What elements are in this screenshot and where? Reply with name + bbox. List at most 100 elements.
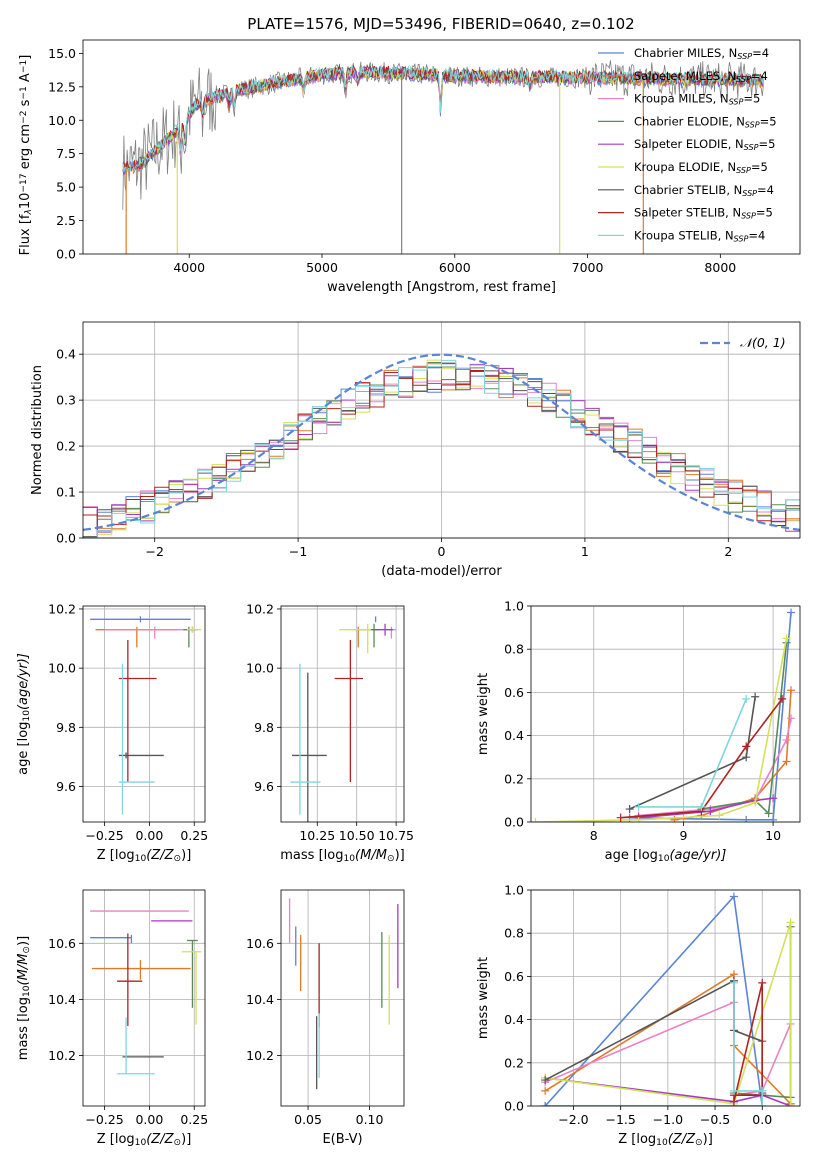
weight_z-ytick-label: 0.0 [504, 1099, 524, 1114]
xlabel-text: Z [log [618, 1132, 656, 1147]
weight-marker [751, 692, 760, 701]
weight_z-xtick-label: −1.5 [605, 1112, 635, 1127]
errorbar-point [292, 672, 327, 822]
residuals-ytick-label: 0.3 [56, 393, 76, 408]
mass_z-ytick-label: 10.4 [48, 992, 76, 1007]
residuals-frame [82, 321, 801, 539]
legend-entry: Salpeter ELODIE, NSSP=5 [634, 137, 775, 152]
age_z-ytick-label: 9.8 [56, 720, 76, 735]
weight-marker [782, 735, 791, 744]
legend-prefix: N [727, 69, 736, 83]
weight_age-ytick-label: 0.0 [504, 815, 524, 830]
weight-marker [786, 1102, 795, 1106]
weight_age-plot-area [531, 608, 796, 822]
weight-marker [782, 757, 791, 766]
legend-prefix: N [734, 183, 743, 197]
residual-legend: 𝒩(0, 1) [700, 335, 786, 350]
weight-series-line [620, 698, 783, 819]
weight_z-xtick-label: −0.5 [700, 1112, 730, 1127]
legend-nssp: =5 [760, 114, 777, 128]
legend-nssp: =5 [758, 137, 775, 151]
legend-model-name: Salpeter MILES, [634, 69, 727, 83]
errorbar-point [117, 1017, 155, 1075]
age_mass-frame [280, 605, 405, 823]
weight-marker [758, 978, 767, 987]
weight-marker [769, 794, 778, 803]
legend-prefix: N [727, 160, 736, 174]
weight-marker [758, 1086, 767, 1095]
ylabel-text: mass [log [16, 997, 31, 1060]
mass_ebv-ytick-label: 10.6 [246, 936, 274, 951]
figure-title: PLATE=1576, MJD=53496, FIBERID=0640, z=0… [247, 15, 634, 33]
xlabel-tail: )] [703, 1132, 713, 1147]
legend-entry: Kroupa STELIB, NSSP=4 [634, 228, 765, 243]
ylabel-text: mass weight [476, 673, 491, 755]
spectrum-model-line [122, 65, 764, 173]
xlabel-sub: 10 [656, 1138, 668, 1148]
ylabel-tail: )] [16, 936, 31, 946]
legend-entry: Chabrier MILES, NSSP=4 [634, 46, 769, 61]
legend-sub: SSP [734, 234, 749, 243]
errorbar-point [187, 626, 202, 633]
errorbar-point [290, 663, 321, 815]
weight-marker [742, 742, 751, 751]
legend-sub: SSP [745, 120, 760, 129]
errorbar-point [90, 934, 133, 944]
weight-marker [715, 811, 724, 820]
xlabel-text: Z [log [97, 848, 135, 863]
xlabel-sub2: ⊙ [174, 1138, 182, 1148]
spectrum-xtick-label: 7000 [572, 260, 604, 275]
mass_z-xtick-label: −0.25 [85, 1112, 123, 1127]
mass_ebv-ytick-label: 10.2 [246, 1048, 274, 1063]
errorbar-point [118, 663, 155, 815]
age_mass-xlabel: mass [log10(M/M⊙)] [280, 848, 404, 864]
xlabel-sub: 10 [343, 854, 355, 864]
spectrum-ytick-label: 10.0 [48, 113, 76, 128]
weight_age-ytick-label: 1.0 [504, 599, 524, 614]
age_z-frame [82, 605, 206, 823]
age_z-xtick-label: 0.25 [180, 828, 208, 843]
weight_age-ytick-label: 0.4 [504, 728, 524, 743]
spectrum-ytick-label: 5.0 [56, 180, 76, 195]
weight-marker [616, 813, 625, 822]
ylabel-text: Flux [f [18, 214, 33, 255]
spectrum-ytick-label: 0.0 [56, 247, 76, 262]
weight-marker [541, 1076, 550, 1085]
weight_age-xtick-label: 10 [765, 828, 781, 843]
weight_z-ytick-label: 0.4 [504, 1012, 524, 1027]
xlabel-rest: (Z/Z [146, 1132, 174, 1147]
mass_z-plot-area [90, 910, 202, 1075]
mass_ebv-xtick-label: 0.05 [294, 1112, 322, 1127]
legend-prefix: N [736, 114, 745, 128]
spectrum-xtick-label: 6000 [439, 260, 471, 275]
residuals-ytick-label: 0.1 [56, 485, 76, 500]
age_mass-ytick-label: 10.2 [246, 601, 274, 616]
weight_z-xtick-label: −2.0 [558, 1112, 588, 1127]
residuals-ytick-label: 0.4 [56, 347, 76, 362]
legend-normal-label: 𝒩(0, 1) [740, 335, 786, 350]
legend-prefix: N [729, 46, 738, 60]
weight_z-xtick-label: −1.0 [653, 1112, 683, 1127]
age_z-xtick-label: 0.00 [135, 828, 163, 843]
weight-marker [751, 798, 760, 807]
spectrum-ytick-label: 12.5 [48, 79, 76, 94]
weight_age-frame [530, 605, 801, 823]
residuals-ytick-label: 0.2 [56, 439, 76, 454]
weight-marker [729, 1097, 738, 1106]
weight-series-line [544, 894, 764, 1106]
ylabel-exp3: −1 [19, 86, 29, 99]
xlabel-sub: 10 [135, 854, 147, 864]
spectrum-ytick-label: 15.0 [48, 46, 76, 61]
residuals-ylabel: Normed distribution [30, 365, 45, 495]
spectrum-xtick-label: 8000 [704, 260, 736, 275]
ylabel-rest: (age/yr)] [16, 653, 31, 710]
weight-marker [787, 608, 796, 617]
age_mass-ytick-label: 10.0 [246, 661, 274, 676]
mass_z-ylabel: mass [log10(M/M⊙)] [16, 936, 32, 1060]
legend-nssp: =4 [748, 228, 765, 242]
weight-marker [742, 815, 751, 822]
weight-series-line [638, 797, 774, 819]
legend-prefix: N [720, 92, 729, 106]
errorbar-point [386, 626, 397, 639]
weight-marker [769, 815, 778, 822]
